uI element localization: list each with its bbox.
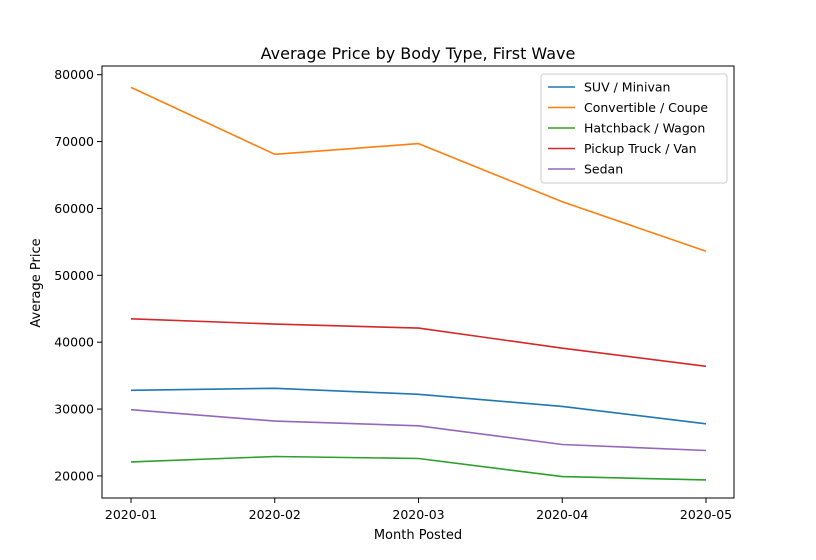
legend-items: SUV / Minivan Convertible / Coupe Hatchbac… — [548, 80, 708, 177]
series-line-suv-minivan — [130, 387, 707, 425]
y-tick-label: 50000 — [54, 268, 94, 283]
y-tick-label: 30000 — [54, 402, 94, 417]
series-line-pickup-truck-van — [130, 318, 707, 368]
series-line-convertible-coupe — [130, 86, 707, 252]
x-axis-label: Month Posted — [374, 528, 462, 543]
x-axis-ticks: 2020-01 2020-02 2020-03 2020-04 2020-05 — [105, 498, 732, 522]
legend-label: Sedan — [584, 162, 623, 177]
y-tick-label: 40000 — [54, 335, 94, 350]
x-tick-label: 2020-05 — [680, 507, 732, 522]
y-axis-ticks: 20000 30000 40000 50000 60000 70000 80000 — [54, 67, 102, 483]
legend-label: SUV / Minivan — [584, 80, 670, 95]
y-tick-label: 80000 — [54, 67, 94, 82]
legend: SUV / Minivan Convertible / Coupe Hatchbac… — [540, 73, 728, 184]
y-tick-label: 20000 — [54, 468, 94, 483]
y-tick-label: 60000 — [54, 201, 94, 216]
legend-label: Hatchback / Wagon — [584, 121, 705, 136]
series-line-hatchback-wagon — [130, 455, 707, 481]
plot-lines — [130, 86, 707, 481]
legend-box — [540, 73, 728, 184]
x-tick-label: 2020-02 — [249, 507, 301, 522]
chart-title: Average Price by Body Type, First Wave — [261, 44, 576, 63]
legend-label: Pickup Truck / Van — [584, 141, 697, 156]
legend-label: Convertible / Coupe — [584, 100, 708, 115]
x-tick-label: 2020-04 — [536, 507, 588, 522]
y-tick-label: 70000 — [54, 134, 94, 149]
y-axis-label: Average Price — [29, 238, 44, 327]
x-tick-label: 2020-01 — [105, 507, 157, 522]
x-tick-label: 2020-03 — [392, 507, 444, 522]
series-line-sedan — [130, 408, 707, 452]
